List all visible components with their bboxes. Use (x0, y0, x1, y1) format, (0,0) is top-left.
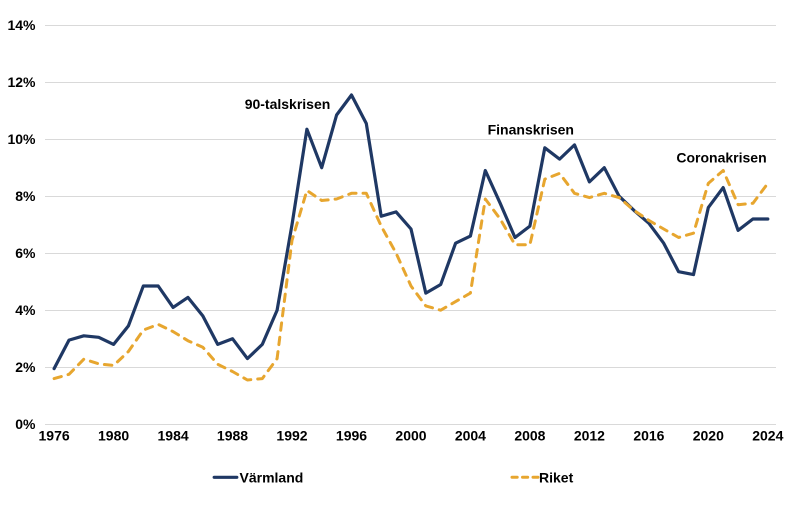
svg-text:12%: 12% (7, 74, 36, 90)
svg-text:2000: 2000 (395, 428, 426, 444)
svg-text:1988: 1988 (217, 428, 248, 444)
svg-text:0%: 0% (15, 416, 36, 432)
svg-text:Riket: Riket (539, 470, 574, 486)
svg-text:2012: 2012 (574, 428, 605, 444)
svg-text:1996: 1996 (336, 428, 367, 444)
svg-text:Coronakrisen: Coronakrisen (676, 149, 766, 165)
svg-text:1976: 1976 (39, 428, 70, 444)
svg-text:2%: 2% (15, 359, 36, 375)
svg-text:90-talskrisen: 90-talskrisen (245, 96, 331, 112)
svg-text:1984: 1984 (158, 428, 189, 444)
svg-text:Värmland: Värmland (240, 470, 304, 486)
svg-text:8%: 8% (15, 188, 36, 204)
svg-text:Finanskrisen: Finanskrisen (488, 122, 574, 138)
svg-text:10%: 10% (7, 131, 36, 147)
svg-text:6%: 6% (15, 245, 36, 261)
svg-text:1980: 1980 (98, 428, 129, 444)
svg-text:2020: 2020 (693, 428, 724, 444)
svg-text:2008: 2008 (514, 428, 545, 444)
svg-text:2016: 2016 (633, 428, 664, 444)
svg-text:1992: 1992 (276, 428, 307, 444)
svg-text:2004: 2004 (455, 428, 486, 444)
svg-text:14%: 14% (7, 17, 36, 33)
svg-text:4%: 4% (15, 302, 36, 318)
svg-text:2024: 2024 (752, 428, 783, 444)
